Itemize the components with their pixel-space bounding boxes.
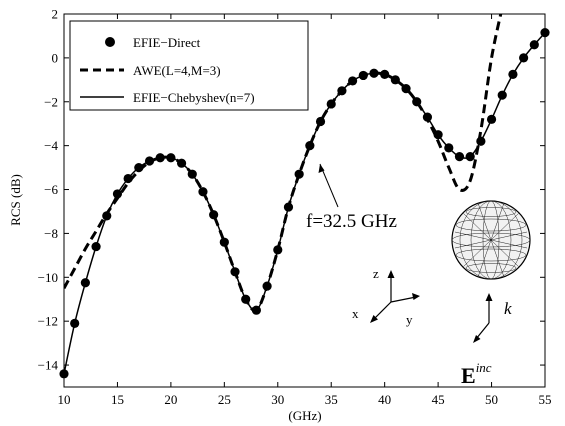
annotation-text: f=32.5 GHz bbox=[306, 211, 397, 232]
x-tick-label: 45 bbox=[432, 392, 445, 407]
direct-data-point bbox=[390, 75, 400, 85]
direct-data-point bbox=[155, 153, 165, 163]
y-tick-label: 2 bbox=[52, 7, 59, 22]
inset-sphere-illustration: z x y k Einc bbox=[352, 200, 531, 388]
legend-label-direct: EFIE−Direct bbox=[133, 35, 201, 50]
y-tick-label: −14 bbox=[38, 358, 59, 373]
direct-data-point bbox=[198, 187, 208, 197]
coordinate-axes bbox=[370, 270, 420, 323]
direct-data-point bbox=[508, 69, 518, 79]
annotation-arrow-line bbox=[319, 163, 339, 208]
x-tick-label: 25 bbox=[218, 392, 231, 407]
direct-data-point bbox=[380, 69, 390, 79]
legend-label-cheb: EFIE−Chebyshev(n=7) bbox=[133, 90, 255, 105]
direct-data-point bbox=[123, 173, 133, 184]
field-label-sup: inc bbox=[476, 360, 492, 375]
direct-data-point bbox=[283, 202, 294, 212]
direct-data-point bbox=[262, 281, 272, 291]
direct-data-point bbox=[251, 305, 261, 315]
direct-data-point bbox=[70, 318, 80, 328]
x-axis-label: (GHz) bbox=[288, 408, 321, 423]
direct-data-point bbox=[294, 169, 304, 179]
direct-data-point bbox=[187, 169, 197, 179]
y-tick-label: −10 bbox=[38, 270, 58, 285]
direct-data-point bbox=[59, 369, 69, 379]
direct-data-point bbox=[230, 267, 240, 277]
direct-data-point bbox=[176, 158, 187, 168]
direct-data-point bbox=[337, 86, 347, 96]
incident-wave-arrows bbox=[473, 293, 493, 343]
legend-marker-direct bbox=[105, 37, 115, 47]
x-tick-label: 20 bbox=[164, 392, 177, 407]
direct-data-point bbox=[476, 136, 486, 146]
x-tick-label: 10 bbox=[58, 392, 71, 407]
axis-y-label: y bbox=[406, 312, 413, 327]
direct-data-point bbox=[444, 143, 454, 153]
y-tick-label: −2 bbox=[44, 94, 58, 109]
direct-data-point bbox=[422, 112, 433, 122]
annotation-arrow-head bbox=[318, 164, 325, 173]
direct-data-point bbox=[401, 84, 411, 94]
direct-data-point bbox=[497, 90, 507, 100]
x-tick-label: 35 bbox=[325, 392, 338, 407]
direct-data-point bbox=[305, 141, 315, 151]
x-tick-label: 15 bbox=[111, 392, 124, 407]
direct-data-point bbox=[209, 210, 219, 220]
direct-data-point bbox=[540, 28, 550, 38]
frequency-annotation: f=32.5 GHz bbox=[306, 163, 397, 232]
direct-data-point bbox=[144, 156, 155, 166]
field-label-base: E bbox=[461, 363, 476, 388]
x-tick-label: 55 bbox=[539, 392, 552, 407]
meshed-sphere bbox=[451, 200, 531, 280]
incident-field-label: Einc bbox=[461, 360, 492, 388]
direct-data-point bbox=[358, 70, 368, 81]
direct-data-point bbox=[369, 68, 379, 78]
y-axis-label: RCS (dB) bbox=[8, 174, 23, 226]
ticks bbox=[63, 13, 546, 387]
direct-data-point bbox=[134, 162, 144, 173]
direct-data-point bbox=[166, 153, 176, 163]
y-tick-label: −4 bbox=[44, 138, 58, 153]
direct-data-point bbox=[519, 53, 529, 63]
legend-box bbox=[69, 20, 309, 111]
y-tick-label: −12 bbox=[38, 314, 58, 329]
direct-data-point bbox=[315, 116, 326, 127]
direct-data-point bbox=[273, 245, 283, 255]
direct-data-point bbox=[241, 294, 251, 304]
direct-data-point bbox=[102, 211, 112, 221]
direct-data-point bbox=[219, 237, 229, 247]
direct-data-point bbox=[112, 189, 123, 199]
axis-x-label: x bbox=[352, 306, 359, 321]
direct-data-point bbox=[412, 97, 422, 107]
direct-data-point bbox=[80, 278, 90, 288]
direct-data-point bbox=[454, 152, 465, 162]
direct-data-point bbox=[433, 130, 443, 140]
y-tick-label: −6 bbox=[44, 182, 58, 197]
x-tick-label: 40 bbox=[378, 392, 391, 407]
direct-data-point bbox=[326, 99, 336, 109]
series-layer bbox=[59, 14, 550, 379]
legend-label-awe: AWE(L=4,M=3) bbox=[133, 63, 221, 78]
x-tick-label: 30 bbox=[271, 392, 284, 407]
direct-data-point bbox=[486, 114, 497, 124]
axis-z-label: z bbox=[373, 266, 379, 281]
direct-data-point bbox=[529, 40, 539, 50]
direct-data-point bbox=[465, 152, 475, 162]
wave-vector-label: k bbox=[504, 299, 512, 318]
y-tick-label: 0 bbox=[52, 50, 59, 65]
legend: EFIE−Direct AWE(L=4,M=3) EFIE−Chebyshev(… bbox=[69, 20, 309, 111]
y-tick-label: −8 bbox=[44, 226, 58, 241]
direct-data-point bbox=[91, 241, 101, 252]
direct-data-point bbox=[348, 76, 358, 86]
x-tick-label: 50 bbox=[485, 392, 498, 407]
chebyshev-series-line bbox=[64, 32, 545, 374]
